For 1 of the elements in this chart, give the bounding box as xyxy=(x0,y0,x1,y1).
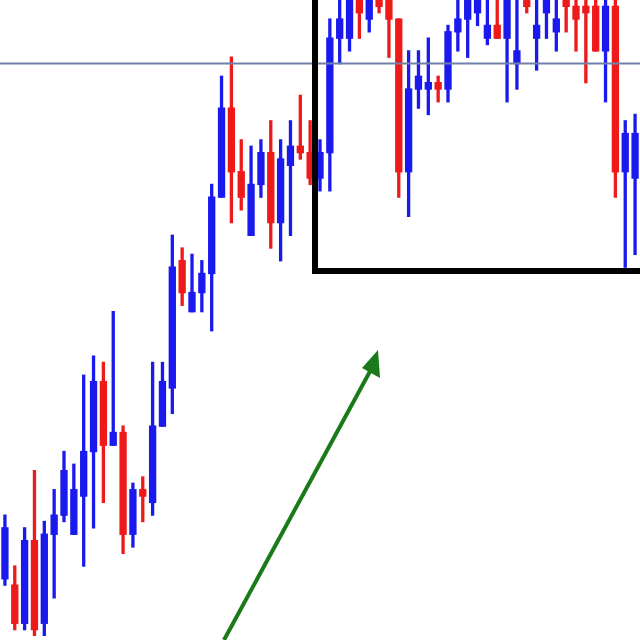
candlestick xyxy=(513,0,521,90)
